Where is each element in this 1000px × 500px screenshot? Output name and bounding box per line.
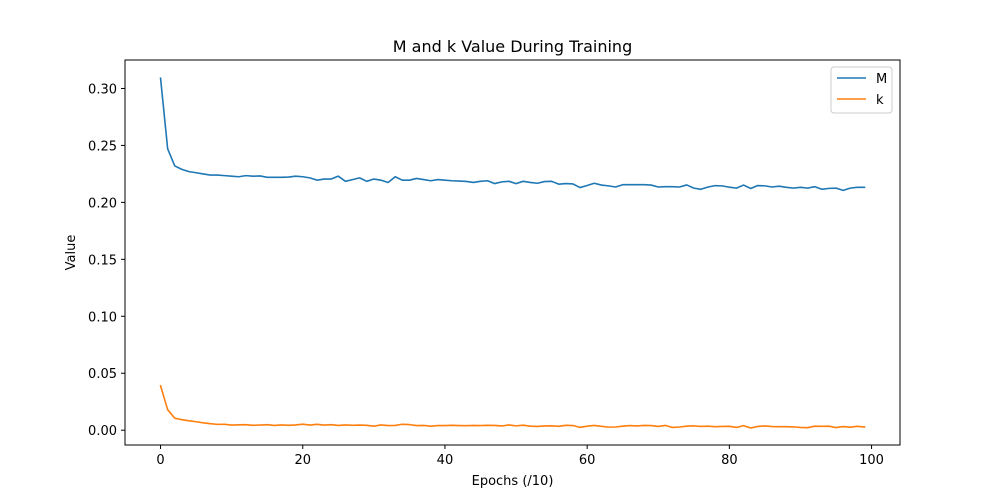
x-tick-label: 100: [859, 453, 884, 468]
series-line-m: [159, 77, 866, 192]
legend: M k: [830, 66, 893, 114]
y-axis: 0.00 0.05 0.10 0.15 0.20 0.25 0.30: [88, 82, 125, 439]
x-tick-label: 20: [294, 453, 311, 468]
plot-frame: [124, 59, 901, 446]
legend-label-m: M: [876, 72, 887, 87]
x-tick-label: 40: [437, 453, 454, 468]
y-axis-label: Value: [64, 235, 79, 271]
series-line-k: [159, 384, 866, 429]
x-axis-label: Epochs (/10): [472, 474, 554, 489]
x-tick-label: 80: [721, 453, 738, 468]
legend-label-k: k: [876, 93, 884, 108]
x-axis: 0 20 40 60 80 100: [156, 445, 884, 468]
x-tick-label: 0: [156, 453, 164, 468]
y-tick-label: 0.30: [88, 82, 117, 97]
y-tick-label: 0.25: [88, 139, 117, 154]
y-tick-label: 0.20: [88, 196, 117, 211]
plot-area: [159, 77, 866, 429]
y-tick-label: 0.00: [88, 424, 117, 439]
x-tick-label: 60: [579, 453, 596, 468]
chart-title: M and k Value During Training: [393, 37, 632, 56]
y-tick-label: 0.05: [88, 367, 117, 382]
y-tick-label: 0.10: [88, 310, 117, 325]
y-tick-label: 0.15: [88, 253, 117, 268]
